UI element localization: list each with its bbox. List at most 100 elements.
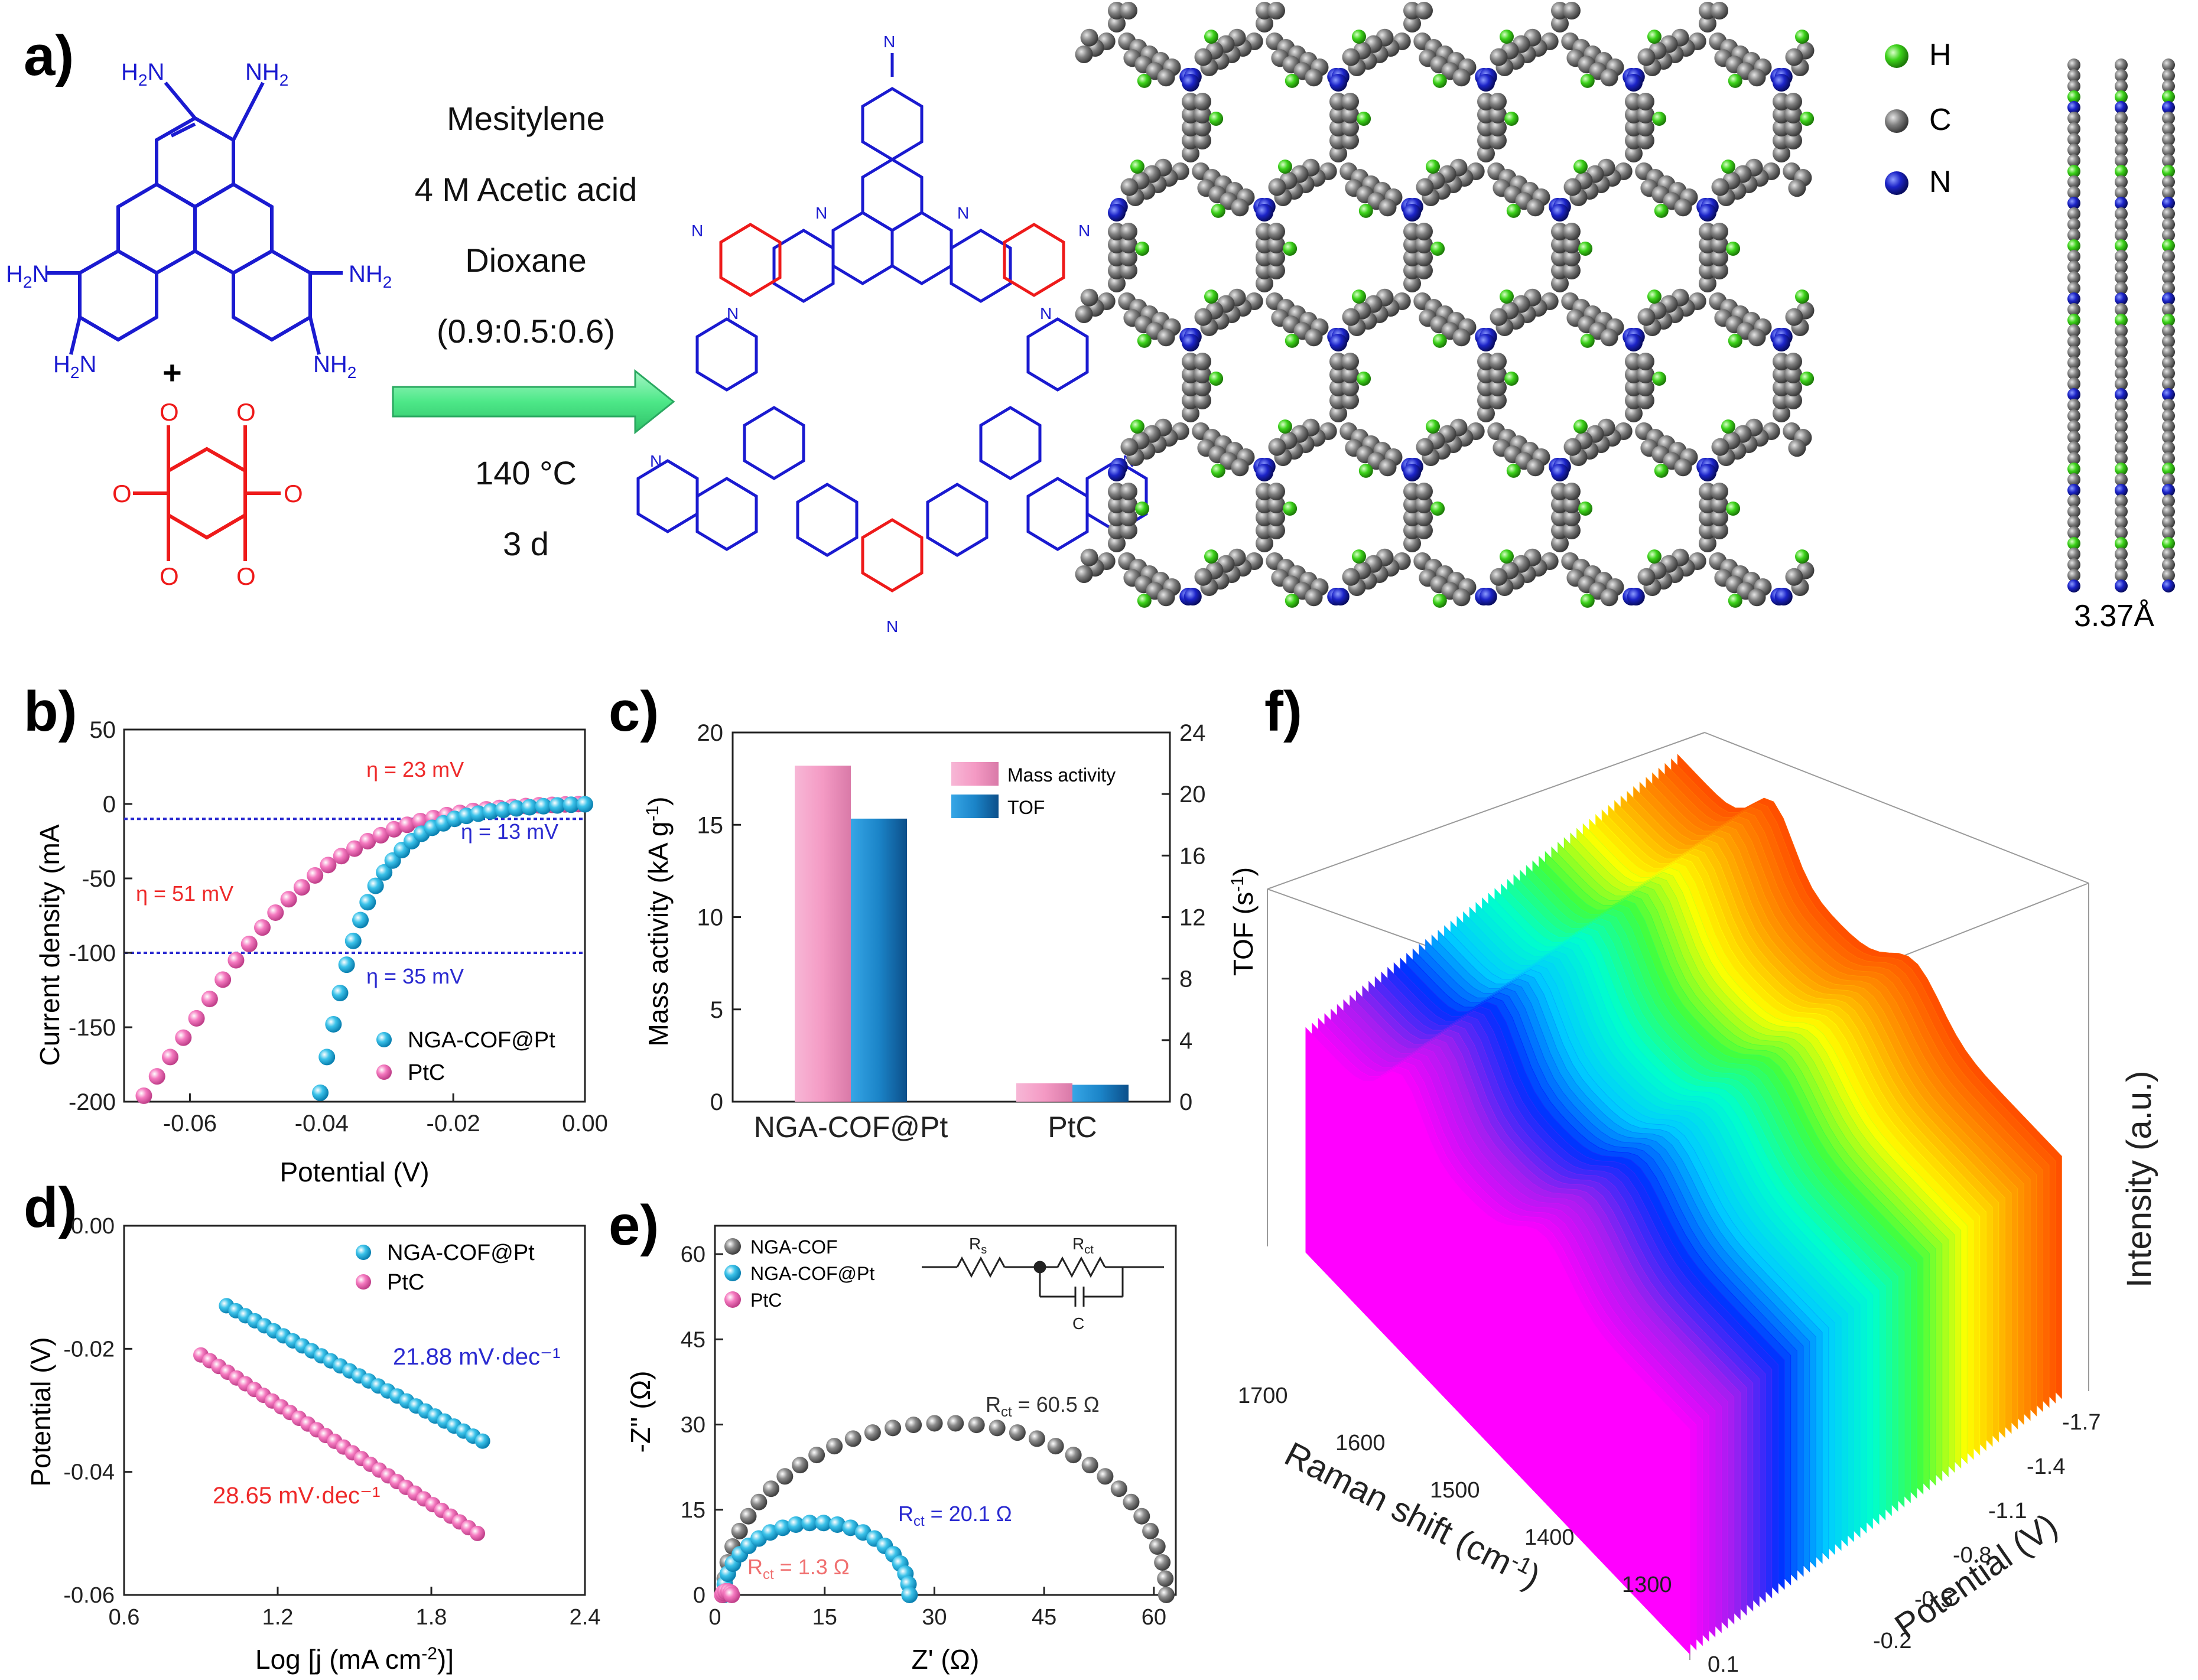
h-atom [1652,372,1667,386]
e-data-point [901,1587,918,1603]
side-view-atom [2115,377,2128,390]
c-atom [1711,178,1729,196]
c-atom [1477,405,1495,422]
side-view-atom [2067,154,2080,167]
e-data-point [788,1516,805,1533]
c-atom [1157,69,1175,87]
c-atom [1784,119,1802,136]
n-atom [1773,74,1790,92]
side-view-atom [2115,569,2128,582]
c-atom [1305,588,1323,607]
c-atom [1415,483,1433,500]
e-data-point [731,1522,748,1539]
interlayer-distance: 3.37Å [2074,599,2154,633]
b-data-point [325,1015,342,1033]
e-data-point [844,1430,861,1447]
legend-h-label: H [1929,38,1952,72]
c-atom [1267,483,1285,500]
c-atom [1194,132,1211,149]
h-atom [1578,242,1593,256]
d-y-tick-label: -0.02 [63,1337,115,1362]
side-view-atom [2067,165,2080,178]
f-intensity-axis-label: Intensity (a.u.) [2120,1071,2158,1288]
side-view-atom [2162,197,2175,210]
b-data-point [293,879,310,896]
side-view-atom [2162,356,2175,369]
side-view-atom [2162,569,2175,582]
h-atom [1204,30,1218,44]
side-view-atom [2115,526,2128,539]
svg-text:1600: 1600 [1335,1431,1386,1456]
c-atom [1256,275,1273,292]
side-view-atom [2162,314,2175,327]
side-view-atom [2115,165,2128,178]
side-view-atom [2162,399,2175,412]
f-raman-ticks: 1700 1600 1500 1400 1300 [1238,1383,1672,1597]
side-view-atom [2067,144,2080,157]
side-view-atom [2162,207,2175,220]
panel-d-label: d) [24,1176,77,1239]
b-data-point [188,1010,205,1027]
n-atom [1182,334,1199,351]
h-atom [1580,333,1595,348]
c-atom [1785,308,1803,326]
e-data-point [885,1419,902,1437]
c-y-tick-label: 0 [710,1089,723,1115]
legend-marker-icon [724,1291,741,1308]
c-atom [1342,308,1360,326]
c-atom [1637,353,1654,370]
b-data-point [307,867,324,884]
d-x-tick-label: 0.6 [109,1605,140,1630]
c-atom [1452,69,1471,87]
b-data-point [175,1029,192,1046]
c-atom [1674,198,1692,217]
svg-text:-1.7: -1.7 [2062,1410,2101,1435]
h-atom [1795,549,1809,564]
c-atom [1182,405,1199,422]
o-label: O [160,562,179,590]
side-view-atom [2162,505,2175,518]
panel-a-label: a) [24,24,74,87]
side-view-atom [2162,346,2175,359]
h-atom [1432,73,1447,88]
h-atom [1135,502,1150,516]
h-atom [1278,419,1292,434]
c-atom [1711,2,1728,19]
c-atom [1489,106,1507,123]
svg-text:-0.5: -0.5 [1914,1587,1953,1612]
c-atom [1748,69,1766,87]
svg-text:N: N [1040,304,1052,323]
h-atom [1352,30,1366,44]
b-data-point [312,1084,329,1101]
n-atom [1108,204,1126,222]
c-atom [1551,15,1569,32]
h-atom [1285,593,1299,608]
plot-frame [123,728,586,1103]
side-view-atom [2115,548,2128,561]
h-atom-icon [1885,44,1908,68]
e-rct-annotation: Rct = 60.5 Ω [986,1392,1100,1420]
h-atom [1573,419,1588,434]
c-atom [1788,439,1806,457]
c-atom [1452,328,1471,347]
c-atom [1784,366,1802,383]
e-data-point [801,1515,818,1532]
h-atom [1504,372,1519,386]
c-atom [1267,249,1285,266]
c-atom [1194,93,1211,110]
c-atom [1157,588,1175,607]
n-atom [1479,588,1497,605]
d-tafel-slope: 21.88 mV·dec⁻¹ [393,1344,560,1370]
c-atom [1182,145,1199,162]
e-data-point [1123,1493,1140,1510]
hatp-labels: H2N NH2 H2N NH2 H2N NH2 [6,59,392,382]
c-atom [1256,535,1273,552]
e-y-tick-label: 60 [681,1242,705,1267]
side-view-atom [2162,377,2175,390]
e-data-point [1154,1554,1171,1571]
c-atom [1489,379,1507,396]
h-atom [1352,289,1366,304]
legend-marker-icon [376,1032,392,1047]
c-atom [1415,262,1433,279]
plus-sign: + [162,354,182,391]
